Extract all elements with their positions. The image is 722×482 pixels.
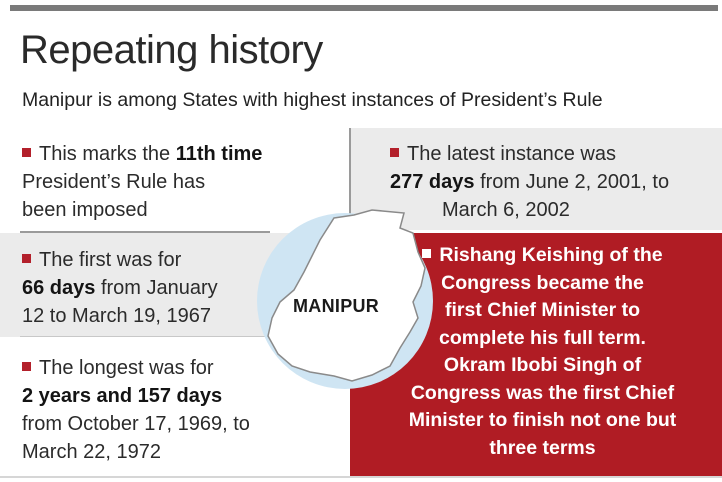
bullet-icon — [422, 249, 432, 258]
fact-longest-instance: The longest was for 2 years and 157 days… — [22, 357, 250, 463]
top-rule — [10, 5, 718, 11]
page-subtitle: Manipur is among States with highest ins… — [22, 89, 603, 111]
divider-horizontal-left-bottom — [20, 336, 270, 337]
map-label: MANIPUR — [293, 296, 380, 316]
divider-horizontal-left — [20, 231, 270, 233]
bullet-icon — [22, 362, 31, 371]
panel-latest-instance — [350, 128, 722, 230]
bullet-icon — [390, 148, 399, 157]
bottom-rule — [0, 476, 722, 478]
fact-eleventh-time: This marks the 11th time President’s Rul… — [22, 143, 263, 221]
manipur-map-outline-icon — [257, 209, 433, 389]
fact-chief-minister: Rishang Keishing of the Congress became … — [408, 244, 677, 459]
divider-vertical-top — [349, 128, 351, 233]
bullet-icon — [22, 148, 31, 157]
bullet-icon — [22, 254, 31, 263]
page-title: Repeating history — [20, 28, 323, 72]
manipur-state-shape — [267, 209, 426, 382]
fact-latest-instance: The latest instance was 277 days from Ju… — [390, 143, 670, 221]
fact-first-instance: The first was for 66 days from January 1… — [22, 249, 218, 327]
